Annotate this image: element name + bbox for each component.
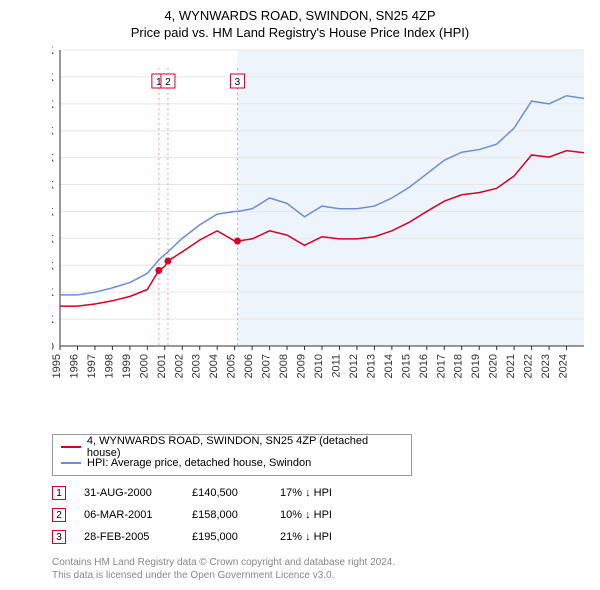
svg-text:£500K: £500K bbox=[52, 72, 55, 84]
svg-text:2: 2 bbox=[165, 77, 171, 88]
legend-swatch bbox=[61, 446, 81, 448]
title-block: 4, WYNWARDS ROAD, SWINDON, SN25 4ZP Pric… bbox=[12, 8, 588, 40]
svg-text:£0: £0 bbox=[52, 341, 54, 353]
legend-label: HPI: Average price, detached house, Swin… bbox=[87, 457, 311, 469]
event-delta: 10% ↓ HPI bbox=[280, 509, 360, 521]
svg-text:2007: 2007 bbox=[261, 354, 273, 378]
event-row: 2 06-MAR-2001 £158,000 10% ↓ HPI bbox=[52, 504, 588, 526]
event-delta: 21% ↓ HPI bbox=[280, 531, 360, 543]
event-index-box: 3 bbox=[52, 530, 66, 544]
svg-text:2013: 2013 bbox=[365, 354, 377, 378]
event-price: £195,000 bbox=[192, 531, 262, 543]
event-date: 31-AUG-2000 bbox=[84, 487, 174, 499]
svg-text:£50K: £50K bbox=[52, 314, 55, 326]
legend-swatch bbox=[61, 462, 81, 464]
svg-text:1996: 1996 bbox=[68, 354, 80, 378]
event-row: 3 28-FEB-2005 £195,000 21% ↓ HPI bbox=[52, 526, 588, 548]
svg-text:2021: 2021 bbox=[505, 354, 517, 378]
chart-area: £0 £50K £100K £150K £200K £250K £300K £350K £400… bbox=[52, 46, 584, 426]
legend-label: 4, WYNWARDS ROAD, SWINDON, SN25 4ZP (det… bbox=[87, 435, 403, 459]
chart-container: 4, WYNWARDS ROAD, SWINDON, SN25 4ZP Pric… bbox=[0, 0, 600, 590]
line-chart: £0 £50K £100K £150K £200K £250K £300K £350K £400… bbox=[52, 46, 592, 386]
svg-text:2002: 2002 bbox=[173, 354, 185, 378]
svg-text:1997: 1997 bbox=[86, 354, 98, 378]
svg-text:£450K: £450K bbox=[52, 99, 55, 111]
svg-text:2008: 2008 bbox=[278, 354, 290, 378]
event-price: £140,500 bbox=[192, 487, 262, 499]
svg-text:2009: 2009 bbox=[296, 354, 308, 378]
legend: 4, WYNWARDS ROAD, SWINDON, SN25 4ZP (det… bbox=[52, 434, 412, 476]
footer-attribution: Contains HM Land Registry data © Crown c… bbox=[52, 556, 588, 582]
event-date: 28-FEB-2005 bbox=[84, 531, 174, 543]
svg-text:£200K: £200K bbox=[52, 233, 55, 245]
svg-text:£150K: £150K bbox=[52, 260, 55, 272]
event-date: 06-MAR-2001 bbox=[84, 509, 174, 521]
svg-text:2023: 2023 bbox=[540, 354, 552, 378]
svg-text:2024: 2024 bbox=[558, 354, 570, 378]
event-price: £158,000 bbox=[192, 509, 262, 521]
svg-text:2020: 2020 bbox=[488, 354, 500, 378]
event-row: 1 31-AUG-2000 £140,500 17% ↓ HPI bbox=[52, 482, 588, 504]
svg-text:£300K: £300K bbox=[52, 180, 55, 192]
svg-text:2017: 2017 bbox=[435, 354, 447, 378]
svg-text:2019: 2019 bbox=[470, 354, 482, 378]
svg-text:£400K: £400K bbox=[52, 126, 55, 138]
svg-text:2005: 2005 bbox=[226, 354, 238, 378]
svg-text:2016: 2016 bbox=[418, 354, 430, 378]
svg-text:£250K: £250K bbox=[52, 206, 55, 218]
svg-text:2006: 2006 bbox=[243, 354, 255, 378]
svg-text:2010: 2010 bbox=[313, 354, 325, 378]
svg-text:3: 3 bbox=[235, 77, 241, 88]
event-index-box: 2 bbox=[52, 508, 66, 522]
svg-text:2003: 2003 bbox=[191, 354, 203, 378]
title-subtitle: Price paid vs. HM Land Registry's House … bbox=[12, 25, 588, 40]
svg-text:2018: 2018 bbox=[453, 354, 465, 378]
svg-text:2014: 2014 bbox=[383, 354, 395, 378]
svg-text:2012: 2012 bbox=[348, 354, 360, 378]
svg-text:£100K: £100K bbox=[52, 287, 55, 299]
svg-text:2011: 2011 bbox=[330, 354, 342, 378]
legend-item: 4, WYNWARDS ROAD, SWINDON, SN25 4ZP (det… bbox=[61, 439, 403, 455]
svg-text:1999: 1999 bbox=[121, 354, 133, 378]
svg-text:£550K: £550K bbox=[52, 46, 55, 57]
event-delta: 17% ↓ HPI bbox=[280, 487, 360, 499]
svg-text:2022: 2022 bbox=[523, 354, 535, 378]
svg-text:1995: 1995 bbox=[52, 354, 63, 378]
footer-line2: This data is licensed under the Open Gov… bbox=[52, 569, 588, 582]
footer-line1: Contains HM Land Registry data © Crown c… bbox=[52, 556, 588, 569]
svg-text:2004: 2004 bbox=[208, 354, 220, 378]
svg-text:1998: 1998 bbox=[103, 354, 115, 378]
svg-text:2015: 2015 bbox=[400, 354, 412, 378]
svg-text:2000: 2000 bbox=[138, 354, 150, 378]
event-table: 1 31-AUG-2000 £140,500 17% ↓ HPI 2 06-MAR-200… bbox=[52, 482, 588, 548]
svg-text:£350K: £350K bbox=[52, 153, 55, 165]
event-index-box: 1 bbox=[52, 486, 66, 500]
svg-text:2001: 2001 bbox=[156, 354, 168, 378]
title-address: 4, WYNWARDS ROAD, SWINDON, SN25 4ZP bbox=[12, 8, 588, 23]
